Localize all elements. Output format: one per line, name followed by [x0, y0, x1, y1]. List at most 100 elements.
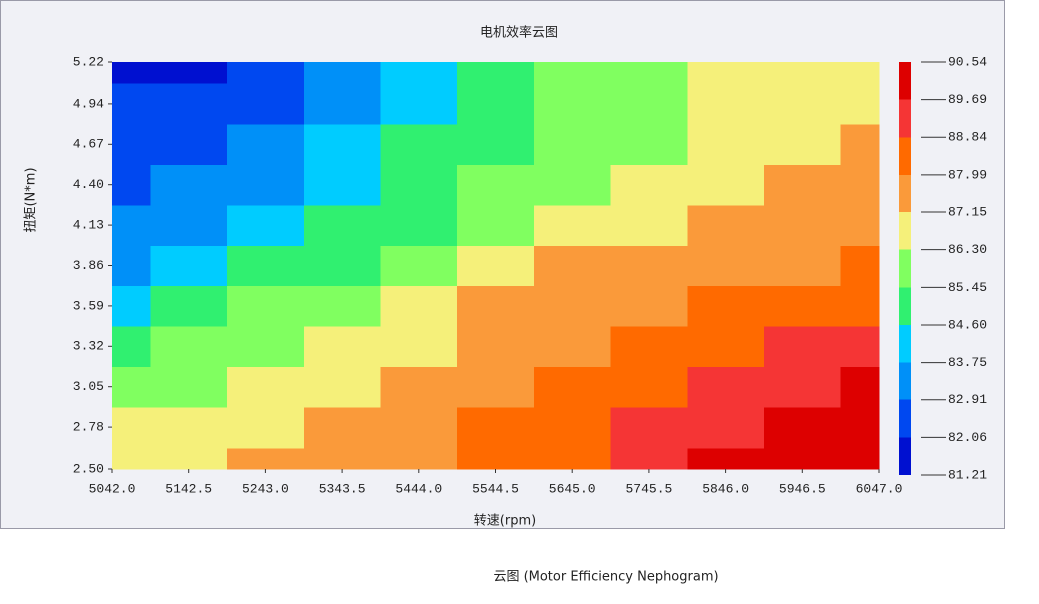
contour-cell: [687, 204, 765, 246]
contour-cell: [227, 448, 305, 470]
contour-cell: [840, 164, 880, 206]
contour-cell: [150, 204, 228, 246]
contour-cell: [610, 285, 688, 327]
contour-cell: [457, 82, 535, 125]
contour-cell: [763, 366, 842, 408]
contour-cell: [763, 62, 842, 84]
colorbar-band: [899, 399, 911, 438]
y-tick-label: 4.67: [73, 137, 104, 152]
contour-cell: [227, 366, 305, 408]
contour-cell: [457, 164, 535, 206]
colorbar-band: [899, 137, 911, 175]
contour-cell: [112, 164, 151, 206]
contour-cell: [763, 326, 842, 368]
contour-cell: [227, 204, 305, 246]
colorbar-label: 82.06: [948, 430, 987, 445]
contour-cell: [457, 326, 535, 368]
colorbar-band: [899, 174, 911, 213]
colorbar-label: 82.91: [948, 392, 987, 407]
contour-cell: [687, 366, 765, 408]
x-tick-label: 5946.5: [779, 481, 826, 496]
contour-cell: [112, 124, 151, 165]
colorbar-band: [899, 324, 911, 363]
contour-cell: [763, 164, 842, 206]
x-tick-label: 5846.0: [702, 481, 749, 496]
contour-cell: [150, 285, 228, 327]
contour-cell: [840, 448, 880, 470]
colorbar-band: [899, 437, 911, 475]
contour-cell: [380, 82, 458, 125]
contour-cell: [457, 406, 535, 449]
contour-cell: [687, 448, 765, 470]
contour-cell: [687, 124, 765, 165]
contour-cell: [112, 62, 151, 84]
contour-cell: [610, 326, 688, 368]
contour-cell: [380, 204, 458, 246]
contour-cell: [840, 204, 880, 246]
contour-cell: [150, 406, 228, 449]
colorbar-label: 90.54: [948, 54, 987, 69]
contour-cell: [533, 448, 612, 470]
contour-cell: [303, 326, 381, 368]
contour-cell: [840, 124, 880, 165]
contour-cell: [150, 245, 228, 287]
contour-cell: [533, 124, 612, 165]
contour-cell: [457, 204, 535, 246]
colorbar-label: 87.15: [948, 204, 987, 219]
contour-cell: [457, 62, 535, 84]
y-axis-label: 扭矩(N*m): [24, 167, 39, 232]
contour-cell: [840, 62, 880, 84]
contour-cell: [457, 245, 535, 287]
chart-title: 电机效率云图: [480, 25, 558, 41]
contour-cell: [150, 82, 228, 125]
contour-cell: [610, 164, 688, 206]
contour-cell: [533, 326, 612, 368]
contour-cell: [763, 285, 842, 327]
contour-cell: [840, 406, 880, 449]
contour-cell: [610, 82, 688, 125]
contour-cell: [533, 62, 612, 84]
colorbar-band: [899, 212, 911, 250]
contour-cell: [227, 285, 305, 327]
contour-cell: [610, 448, 688, 470]
y-tick-label: 2.78: [73, 420, 104, 435]
caption: 云图 (Motor Efficiency Nephogram): [493, 570, 718, 585]
contour-cell: [840, 245, 880, 287]
contour-cell: [533, 82, 612, 125]
contour-cell: [380, 62, 458, 84]
colorbar-band: [899, 362, 911, 400]
contour-cell: [533, 406, 612, 449]
contour-cell: [227, 124, 305, 165]
contour-cell: [150, 448, 228, 470]
colorbar-label: 83.75: [948, 355, 987, 370]
contour-cell: [380, 366, 458, 408]
contour-cell: [150, 62, 228, 84]
contour-cell: [763, 245, 842, 287]
y-tick-label: 4.13: [73, 218, 104, 233]
colorbar-band: [899, 62, 911, 100]
contour-cell: [303, 285, 381, 327]
contour-cell: [380, 448, 458, 470]
contour-cell: [457, 285, 535, 327]
colorbar-band: [899, 287, 911, 325]
x-tick-label: 5343.5: [319, 481, 366, 496]
contour-cell: [112, 285, 151, 327]
contour-cell: [610, 245, 688, 287]
colorbar-band: [899, 249, 911, 288]
contour-cell: [610, 366, 688, 408]
contour-cell: [840, 285, 880, 327]
colorbar-label: 81.21: [948, 467, 987, 482]
contour-cell: [533, 204, 612, 246]
contour-cell: [687, 245, 765, 287]
contour-cell: [112, 245, 151, 287]
contour-cell: [303, 204, 381, 246]
x-axis-label: 转速(rpm): [474, 514, 536, 529]
x-tick-label: 5645.0: [549, 481, 596, 496]
contour-cell: [763, 124, 842, 165]
contour-cell: [303, 366, 381, 408]
contour-cell: [150, 164, 228, 206]
contour-cell: [227, 164, 305, 206]
colorbar-band: [899, 99, 911, 138]
y-tick-label: 4.94: [73, 96, 104, 111]
